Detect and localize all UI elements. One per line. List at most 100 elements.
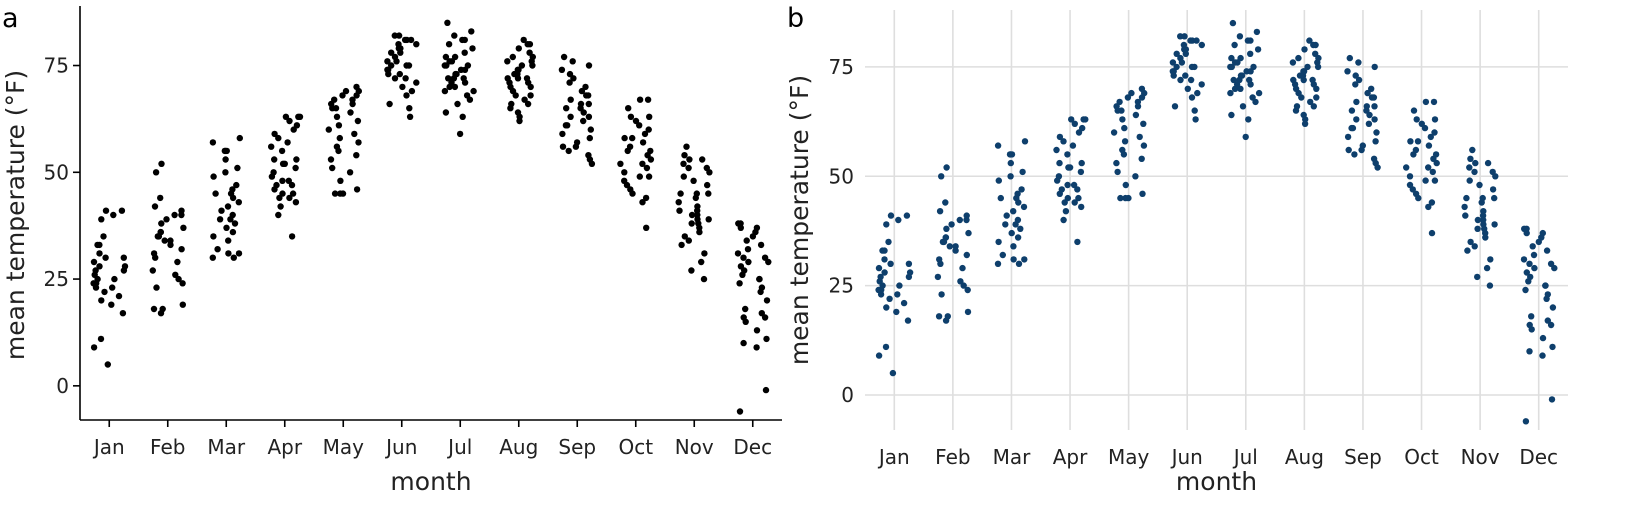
data-point: [527, 92, 534, 99]
data-point: [1549, 304, 1557, 311]
data-point: [1239, 103, 1247, 110]
panel-label: a: [2, 3, 19, 34]
data-point: [567, 96, 574, 103]
data-point: [102, 207, 110, 214]
data-point: [881, 256, 888, 263]
data-point: [399, 83, 406, 91]
data-point: [1486, 282, 1494, 289]
data-point: [271, 156, 278, 163]
data-point: [210, 233, 217, 240]
data-point: [1309, 76, 1316, 84]
x-tick-label: Jan: [877, 445, 910, 469]
data-point: [680, 160, 687, 167]
data-point: [1306, 37, 1313, 44]
data-point: [883, 304, 890, 311]
data-point: [936, 208, 944, 215]
data-point: [284, 139, 291, 146]
data-point: [333, 113, 341, 121]
data-point: [1412, 146, 1420, 154]
data-point: [1410, 107, 1418, 114]
data-point: [349, 96, 356, 103]
data-point: [1227, 89, 1234, 97]
data-point: [1019, 168, 1026, 176]
data-point: [698, 258, 705, 266]
data-point: [408, 87, 416, 95]
data-point: [1310, 103, 1318, 110]
data-point: [1531, 264, 1538, 272]
data-point: [110, 211, 117, 219]
data-point: [339, 92, 346, 99]
data-point: [1489, 168, 1496, 176]
data-point: [560, 53, 568, 61]
data-point: [354, 117, 362, 125]
data-point: [1527, 273, 1534, 281]
data-point: [461, 49, 468, 56]
data-point: [887, 260, 894, 267]
x-tick-label: Jun: [1170, 445, 1203, 469]
data-point: [172, 271, 179, 278]
data-point: [1295, 54, 1302, 62]
data-point: [753, 344, 760, 351]
data-point: [1237, 54, 1244, 62]
data-point: [1071, 120, 1079, 128]
data-point: [959, 264, 966, 272]
data-point: [999, 251, 1006, 259]
data-point: [1312, 50, 1319, 57]
x-tick-label: Aug: [1285, 445, 1324, 469]
x-tick-label: Feb: [935, 445, 970, 469]
data-point: [96, 263, 103, 270]
data-point: [386, 100, 393, 108]
data-point: [639, 199, 646, 206]
data-point: [229, 211, 236, 219]
y-tick-label: 25: [44, 267, 69, 291]
data-point: [1188, 63, 1196, 71]
data-point: [1138, 155, 1145, 162]
data-point: [90, 344, 98, 351]
data-point: [456, 130, 464, 138]
data-point: [585, 92, 592, 99]
x-tick-label: Apr: [1053, 445, 1088, 469]
data-point: [1060, 138, 1067, 145]
data-point: [1371, 63, 1378, 71]
data-point: [214, 246, 221, 253]
data-point: [279, 190, 286, 197]
data-point: [286, 194, 293, 202]
data-point: [1364, 89, 1371, 97]
data-point: [904, 317, 912, 324]
data-point: [586, 134, 593, 142]
x-tick-label: Nov: [1461, 445, 1500, 469]
data-point: [1006, 151, 1014, 158]
data-point: [1431, 129, 1438, 136]
data-point: [566, 79, 573, 86]
data-point: [1080, 116, 1087, 123]
x-tick-label: Jun: [384, 435, 417, 459]
data-point: [1522, 418, 1530, 425]
data-point: [442, 53, 450, 61]
data-point: [948, 221, 955, 228]
data-point: [678, 241, 685, 249]
x-tick-label: Apr: [267, 435, 302, 459]
data-point: [965, 229, 972, 237]
data-point: [277, 203, 284, 210]
data-point: [885, 238, 892, 246]
data-point: [952, 243, 959, 250]
data-point: [395, 32, 403, 39]
data-point: [1132, 111, 1140, 119]
data-point: [391, 53, 399, 61]
data-point: [1300, 68, 1307, 75]
data-point: [234, 164, 241, 172]
data-point: [1193, 37, 1200, 44]
data-point: [585, 100, 592, 108]
data-point: [325, 126, 332, 133]
data-point: [1114, 168, 1121, 176]
data-point: [1346, 54, 1354, 62]
data-point: [451, 83, 459, 91]
data-point: [524, 41, 531, 48]
data-point: [559, 130, 566, 138]
data-point: [1412, 190, 1420, 197]
data-point: [346, 169, 354, 176]
data-point: [1355, 59, 1362, 66]
y-tick-label: 50: [829, 164, 854, 188]
data-point: [445, 41, 453, 48]
data-point: [1359, 142, 1367, 149]
